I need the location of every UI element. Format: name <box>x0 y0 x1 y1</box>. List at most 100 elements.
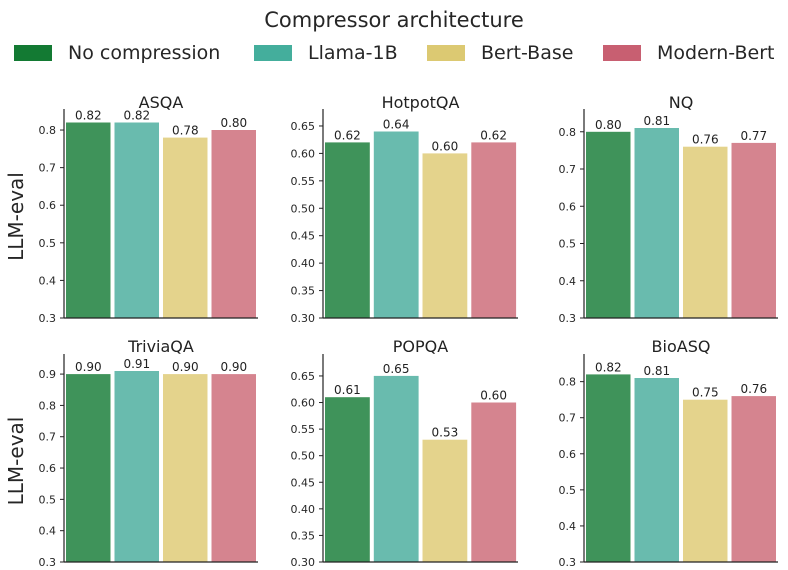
y-axis-label: LLM-eval <box>4 172 28 261</box>
subplot-title: NQ <box>669 93 694 112</box>
subplot-title: ASQA <box>139 93 184 112</box>
y-tick-label: 0.40 <box>291 503 316 516</box>
y-tick-label: 0.7 <box>559 412 577 425</box>
bar <box>634 378 679 562</box>
y-tick-label: 0.7 <box>559 163 577 176</box>
y-tick-label: 0.30 <box>291 312 316 325</box>
y-tick-label: 0.4 <box>559 520 577 533</box>
bar <box>586 374 631 562</box>
subplot-nq: 0.80 0.81 0.76 0.77 0.3 0.4 0.5 0.6 0.7 0.8 NQ <box>559 93 778 325</box>
y-tick-label: 0.3 <box>559 556 577 569</box>
data-label: 0.81 <box>643 114 670 128</box>
data-label: 0.82 <box>595 360 622 374</box>
legend-title: Compressor architecture <box>264 8 524 32</box>
y-tick-label: 0.6 <box>559 448 577 461</box>
data-label: 0.60 <box>480 389 507 403</box>
bar <box>586 131 631 318</box>
data-label: 0.90 <box>220 360 247 374</box>
data-label: 0.75 <box>692 386 719 400</box>
data-label: 0.81 <box>643 364 670 378</box>
legend-item: Llama-1B <box>254 40 398 66</box>
data-label: 0.82 <box>123 109 150 123</box>
y-tick-label: 0.60 <box>291 397 316 410</box>
data-label: 0.80 <box>595 118 622 132</box>
bar <box>683 399 728 562</box>
y-tick-label: 0.65 <box>291 370 316 383</box>
y-tick-label: 0.9 <box>39 368 57 381</box>
bar <box>373 131 419 318</box>
bar <box>471 402 517 562</box>
y-tick-label: 0.45 <box>291 230 316 243</box>
y-tick-label: 0.6 <box>39 462 57 475</box>
subplot-title: POPQA <box>393 337 448 356</box>
y-tick-label: 0.50 <box>291 450 316 463</box>
y-tick-label: 0.3 <box>559 312 577 325</box>
data-label: 0.53 <box>432 426 459 440</box>
subplot-hotpotqa: 0.62 0.64 0.60 0.62 0.30 0.35 0.40 0.45 0.50 0.55… <box>291 93 518 325</box>
data-label: 0.64 <box>383 118 410 132</box>
y-tick-label: 0.8 <box>39 399 57 412</box>
y-tick-label: 0.8 <box>559 376 577 389</box>
bar <box>683 146 728 318</box>
subplot-bioasq: 0.82 0.81 0.75 0.76 0.3 0.4 0.5 0.6 0.7 0.8 BioASQ <box>559 337 778 569</box>
bar <box>471 142 517 318</box>
data-label: 0.61 <box>334 383 361 397</box>
y-tick-label: 0.35 <box>291 529 316 542</box>
subplot-title: HotpotQA <box>382 93 460 112</box>
y-tick-label: 0.50 <box>291 202 316 215</box>
y-tick-label: 0.8 <box>39 124 57 137</box>
y-tick-label: 0.55 <box>291 423 316 436</box>
bar <box>211 130 256 318</box>
bar <box>114 122 159 318</box>
subplot-popqa: 0.61 0.65 0.53 0.60 0.30 0.35 0.40 0.45 0.50 0.55… <box>291 337 518 569</box>
subplot-triviaqa: 0.90 0.91 0.90 0.90 0.3 0.4 0.5 0.6 0.7 0.8 0.9 Tri… <box>4 337 258 569</box>
data-label: 0.76 <box>740 382 767 396</box>
data-label: 0.78 <box>172 124 199 138</box>
legend-label: Llama-1B <box>308 42 398 64</box>
y-tick-label: 0.6 <box>559 200 577 213</box>
data-label: 0.62 <box>480 128 507 142</box>
y-tick-label: 0.60 <box>291 147 316 160</box>
bar <box>66 374 111 562</box>
bar <box>422 153 468 318</box>
legend-swatch <box>603 45 641 61</box>
y-tick-label: 0.3 <box>39 312 57 325</box>
bar <box>211 374 256 562</box>
y-tick-label: 0.30 <box>291 556 316 569</box>
bar <box>731 142 776 318</box>
legend-item: Modern-Bert <box>603 40 774 66</box>
y-tick-label: 0.3 <box>39 556 57 569</box>
data-label: 0.77 <box>740 129 767 143</box>
y-tick-label: 0.7 <box>39 162 57 175</box>
subplot-title: TriviaQA <box>127 337 194 356</box>
y-tick-label: 0.40 <box>291 257 316 270</box>
y-tick-label: 0.5 <box>39 237 57 250</box>
data-label: 0.60 <box>432 139 459 153</box>
legend-swatch <box>427 45 465 61</box>
y-tick-label: 0.65 <box>291 120 316 133</box>
y-tick-label: 0.5 <box>39 493 57 506</box>
legend-item: No compression <box>14 40 220 66</box>
legend-label: Bert-Base <box>481 42 574 64</box>
bar <box>325 397 370 562</box>
legend-label: Modern-Bert <box>657 42 775 64</box>
data-label: 0.91 <box>123 357 150 371</box>
legend-swatch <box>254 45 292 61</box>
legend: No compression Llama-1B Bert-Base Modern-Be… <box>0 40 788 66</box>
y-tick-label: 0.35 <box>291 285 316 298</box>
bar <box>114 371 159 562</box>
bar <box>163 374 208 562</box>
subplot-asqa: 0.82 0.82 0.78 0.80 0.3 0.4 0.5 0.6 0.7 0.8 ASQA LL… <box>4 93 258 325</box>
bar <box>325 142 370 318</box>
y-tick-label: 0.8 <box>559 126 577 139</box>
data-label: 0.76 <box>692 133 719 147</box>
data-label: 0.80 <box>220 116 247 130</box>
data-label: 0.90 <box>172 360 199 374</box>
bar <box>422 439 468 562</box>
data-label: 0.65 <box>383 362 410 376</box>
y-tick-label: 0.45 <box>291 476 316 489</box>
legend-label: No compression <box>68 42 221 64</box>
bar <box>731 396 776 562</box>
bar <box>634 128 679 318</box>
